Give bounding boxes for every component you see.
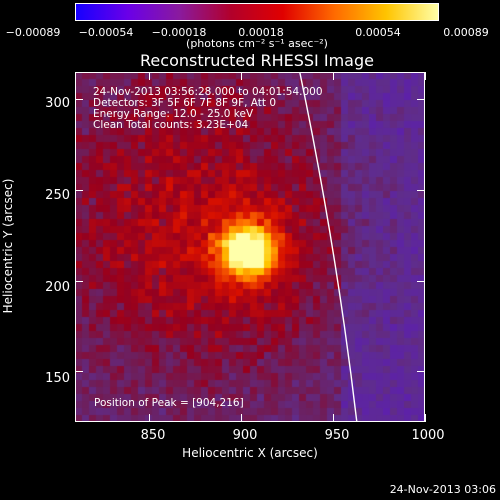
colorbar-tick-label: 0.00089	[443, 26, 489, 39]
y-axis-tick	[417, 99, 425, 100]
x-tick-label: 950	[324, 428, 350, 443]
y-tick-label: 250	[45, 188, 70, 203]
x-axis-tick	[149, 72, 150, 80]
y-axis-title: Heliocentric Y (arcsec)	[1, 178, 15, 314]
x-axis-tick	[425, 414, 426, 422]
image-title: Reconstructed RHESSI Image	[140, 51, 374, 70]
y-axis-tick	[75, 281, 83, 282]
y-axis-tick	[75, 190, 83, 191]
x-tick-label: 1000	[411, 428, 445, 443]
colorbar-gradient	[75, 3, 439, 21]
colorbar-tick-label: 0.00054	[355, 26, 401, 39]
solar-limb-curve	[299, 72, 358, 422]
x-axis-tick	[241, 414, 242, 422]
y-axis-tick	[417, 371, 425, 372]
colorbar-tick-label: 0.00018	[238, 26, 284, 39]
y-axis-tick	[75, 371, 83, 372]
y-tick-label: 150	[45, 371, 70, 386]
x-tick-label: 900	[232, 428, 258, 443]
footer-timestamp: 24-Nov-2013 03:06	[389, 483, 496, 496]
info-clean-counts: Clean Total counts: 3.23E+04	[93, 119, 249, 131]
colorbar-unit-label: (photons cm⁻² s⁻¹ asec⁻²)	[186, 37, 328, 50]
x-axis-title: Heliocentric X (arcsec)	[182, 446, 318, 460]
colorbar-tick-label: −0.00018	[151, 26, 207, 39]
colorbar-tick-label: −0.00089	[5, 26, 61, 39]
info-peak-position: Position of Peak = [904,216]	[94, 397, 244, 409]
y-axis-tick	[417, 190, 425, 191]
y-axis-tick	[75, 99, 83, 100]
y-axis-tick	[417, 281, 425, 282]
plot-area: 24-Nov-2013 03:56:28.000 to 04:01:54.000…	[75, 72, 425, 422]
heatmap-image	[75, 72, 425, 422]
x-axis-tick	[333, 72, 334, 80]
x-axis-tick	[333, 414, 334, 422]
x-tick-label: 850	[140, 428, 166, 443]
x-axis-tick	[241, 72, 242, 80]
info-time-range: 24-Nov-2013 03:56:28.000 to 04:01:54.000	[93, 86, 323, 98]
x-axis-tick	[149, 414, 150, 422]
plot-overlay	[299, 72, 358, 422]
y-tick-label: 300	[45, 96, 70, 111]
colorbar-tick-label: −0.00054	[78, 26, 134, 39]
info-energy-range: Energy Range: 12.0 - 25.0 keV	[93, 108, 254, 120]
info-detectors: Detectors: 3F 5F 6F 7F 8F 9F, Att 0	[93, 97, 277, 109]
x-axis-tick	[425, 72, 426, 80]
y-tick-label: 200	[45, 280, 70, 295]
